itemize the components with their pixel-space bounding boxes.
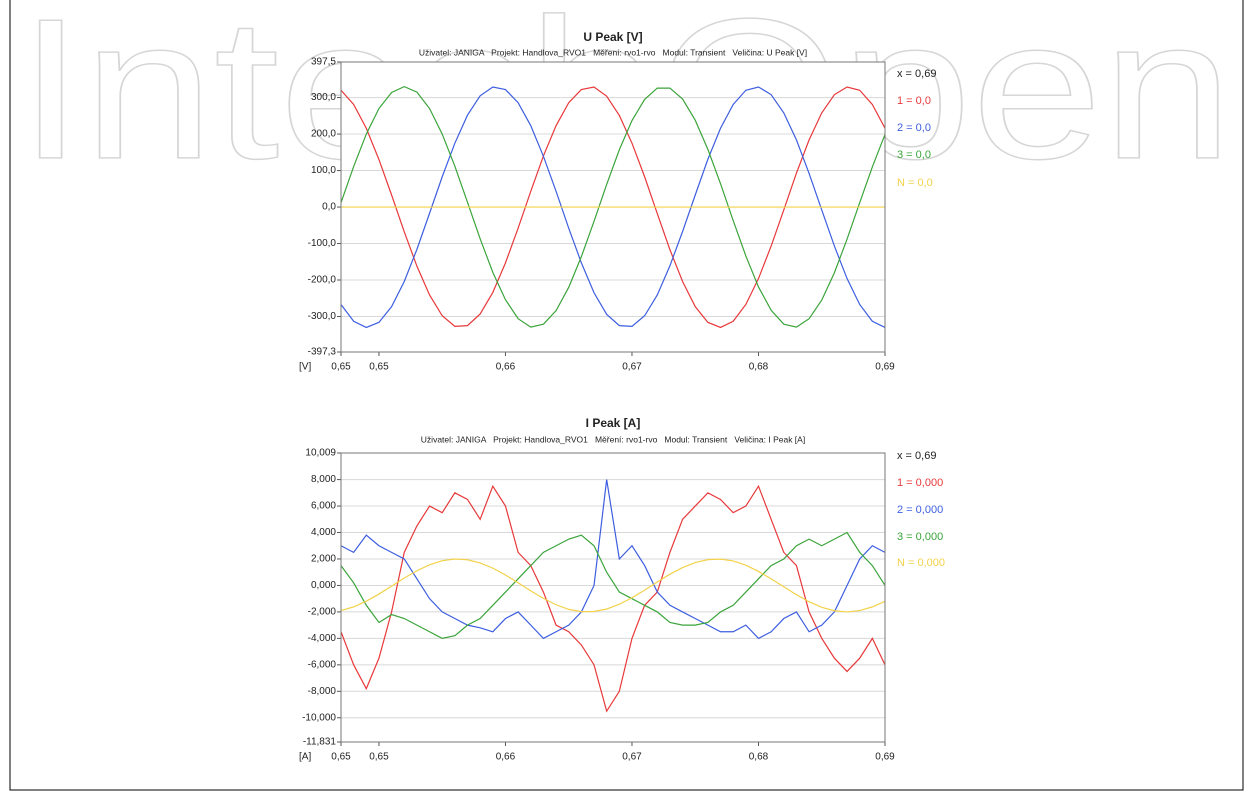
legend-entry: 3 = 0,000 bbox=[897, 531, 943, 543]
y-tick-label: 200,0 bbox=[311, 129, 336, 140]
plot-border bbox=[340, 61, 886, 353]
y-tick-label: -200,0 bbox=[308, 275, 337, 286]
x-tick-label: 0,68 bbox=[749, 362, 769, 373]
plot-area bbox=[341, 453, 885, 742]
chart-subtitle: Uživatel: JANIGA Projekt: Handlova_RVO1 … bbox=[419, 47, 807, 57]
y-tick-label: 2,000 bbox=[311, 554, 336, 565]
y-tick-label: 397,5 bbox=[311, 57, 336, 68]
y-tick-label: -10,000 bbox=[302, 712, 336, 723]
series-line bbox=[340, 85, 886, 328]
chart-subtitle: Uživatel: JANIGA Projekt: Handlova_RVO1 … bbox=[421, 434, 805, 444]
chart-title: U Peak [V] bbox=[583, 30, 642, 44]
legend-entry: 1 = 0,0 bbox=[897, 95, 931, 107]
cursor-label: x = 0,69 bbox=[897, 450, 936, 462]
chart-title: I Peak [A] bbox=[586, 416, 641, 430]
legend-entry: 3 = 0,0 bbox=[897, 149, 931, 161]
x-tick-label: 0,65 bbox=[331, 362, 351, 373]
y-tick-label: -2,000 bbox=[308, 607, 337, 618]
y-tick-label: -397,3 bbox=[308, 347, 337, 358]
y-tick-label: 0,000 bbox=[311, 580, 336, 591]
series-line bbox=[340, 479, 886, 640]
y-tick-label: -6,000 bbox=[308, 659, 337, 670]
y-unit: [V] bbox=[299, 362, 311, 373]
cursor-label: x = 0,69 bbox=[897, 68, 936, 80]
y-tick-label: -4,000 bbox=[308, 633, 337, 644]
y-tick-label: 4,000 bbox=[311, 527, 336, 538]
series-line bbox=[340, 484, 886, 713]
x-tick-label: 0,65 bbox=[369, 752, 389, 763]
y-unit: [A] bbox=[299, 752, 311, 763]
y-tick-label: 0,0 bbox=[322, 202, 336, 213]
x-tick-label: 0,65 bbox=[369, 362, 389, 373]
legend-entry: N = 0,000 bbox=[897, 557, 945, 569]
y-tick-label: 8,000 bbox=[311, 474, 336, 485]
x-tick-label: 0,66 bbox=[496, 362, 516, 373]
legend-entry: N = 0,0 bbox=[897, 177, 933, 189]
y-tick-label: 300,0 bbox=[311, 92, 336, 103]
series-line bbox=[340, 531, 886, 640]
y-tick-label: -8,000 bbox=[308, 686, 337, 697]
x-tick-label: 0,67 bbox=[622, 362, 642, 373]
y-tick-label: -100,0 bbox=[308, 238, 337, 249]
y-tick-label: 6,000 bbox=[311, 501, 336, 512]
y-tick-label: 100,0 bbox=[311, 165, 336, 176]
series-line bbox=[340, 558, 886, 613]
plot-border bbox=[340, 452, 886, 743]
legend-entry: 1 = 0,000 bbox=[897, 477, 943, 489]
y-tick-label: 10,009 bbox=[305, 448, 336, 459]
x-tick-label: 0,67 bbox=[622, 752, 642, 763]
legend-entry: 2 = 0,0 bbox=[897, 122, 931, 134]
x-tick-label: 0,69 bbox=[875, 752, 895, 763]
x-tick-label: 0,65 bbox=[331, 752, 351, 763]
x-tick-label: 0,66 bbox=[496, 752, 516, 763]
series-line bbox=[340, 86, 886, 329]
x-tick-label: 0,68 bbox=[749, 752, 769, 763]
x-tick-label: 0,69 bbox=[875, 362, 895, 373]
y-tick-label: -11,831 bbox=[303, 737, 337, 748]
legend-entry: 2 = 0,000 bbox=[897, 504, 943, 516]
y-tick-label: -300,0 bbox=[308, 311, 337, 322]
